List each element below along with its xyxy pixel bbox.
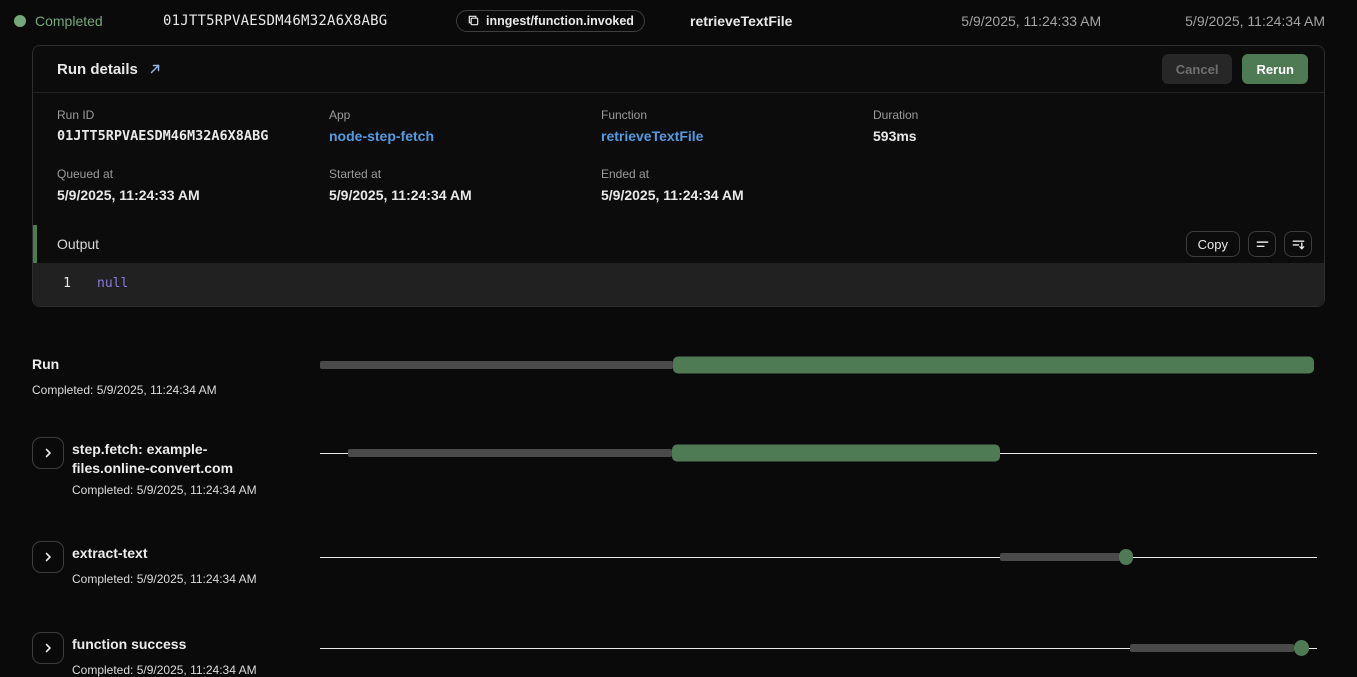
app-link[interactable]: node-step-fetch (329, 128, 434, 144)
timeline-step-label: extract-text (72, 545, 148, 561)
timeline-run-completed: Completed: 5/9/2025, 11:24:34 AM (32, 383, 217, 397)
function-name: retrieveTextFile (690, 13, 793, 29)
field-value: 5/9/2025, 11:24:34 AM (601, 187, 744, 203)
cancel-button[interactable]: Cancel (1161, 54, 1233, 84)
output-code-block: 1 null (33, 263, 1324, 306)
run-list-row: Completed 01JTT5RPVAESDM46M32A6X8ABG inn… (0, 0, 1357, 42)
field-run-id: Run ID 01JTT5RPVAESDM46M32A6X8ABG (57, 107, 329, 146)
run-details-fields: Run ID 01JTT5RPVAESDM46M32A6X8ABG App no… (33, 93, 1324, 225)
field-value: 01JTT5RPVAESDM46M32A6X8ABG (57, 128, 269, 144)
timeline-run-label: Run (32, 356, 60, 372)
field-label: App (329, 108, 351, 122)
expand-step-button[interactable] (32, 632, 64, 664)
output-section-header: Output Copy (33, 225, 1324, 263)
status-label: Completed (35, 13, 103, 29)
timeline-track (320, 632, 1317, 664)
code-text: null (97, 276, 129, 291)
field-label: Started at (329, 167, 382, 181)
field-label: Queued at (57, 167, 114, 181)
timeline-step-label: step.fetch: example-files.online-convert… (72, 441, 234, 476)
queued-duration-bar (999, 553, 1120, 561)
external-link-icon[interactable] (148, 62, 162, 76)
timeline-row-step-fetch: step.fetch: example-files.online-convert… (32, 437, 1317, 498)
timeline-baseline (320, 557, 1317, 558)
step-duration-bar (1294, 640, 1310, 656)
field-label: Ended at (601, 167, 650, 181)
event-badge-label: inngest/function.invoked (486, 13, 634, 28)
line-number: 1 (63, 276, 71, 291)
timeline-row-run: Run Completed: 5/9/2025, 11:24:34 AM (32, 355, 1317, 398)
started-timestamp: 5/9/2025, 11:24:34 AM (1185, 13, 1325, 29)
field-value: 5/9/2025, 11:24:34 AM (329, 187, 472, 203)
field-app: App node-step-fetch (329, 107, 601, 146)
code-line: 1 null (33, 275, 1324, 292)
field-ended-at: Ended at 5/9/2025, 11:24:34 AM (601, 166, 873, 205)
timeline-baseline (320, 648, 1317, 649)
panel-header: Run details Cancel Rerun (33, 46, 1324, 93)
run-duration-bar (672, 356, 1314, 374)
run-status: Completed (14, 13, 163, 29)
field-function: Function retrieveTextFile (601, 107, 873, 146)
copy-output-button[interactable]: Copy (1185, 231, 1240, 257)
timeline-step-completed: Completed: 5/9/2025, 11:24:34 AM (72, 663, 257, 677)
rerun-button[interactable]: Rerun (1242, 54, 1308, 84)
copy-icon (467, 14, 480, 27)
output-title: Output (57, 236, 100, 252)
field-started-at: Started at 5/9/2025, 11:24:34 AM (329, 166, 601, 205)
word-wrap-icon[interactable] (1248, 231, 1276, 257)
run-details-panel: Run details Cancel Rerun Run ID 01JTT5RP… (32, 45, 1325, 307)
step-duration-bar (1118, 549, 1133, 565)
timeline-step-label: function success (72, 636, 187, 652)
queued-duration-bar (347, 449, 672, 457)
field-value: 5/9/2025, 11:24:33 AM (57, 187, 200, 203)
timeline-row-extract-text: extract-text Completed: 5/9/2025, 11:24:… (32, 541, 1317, 587)
timeline-step-completed: Completed: 5/9/2025, 11:24:34 AM (72, 483, 257, 497)
timeline-track (320, 541, 1317, 573)
expand-step-button[interactable] (32, 437, 64, 469)
expand-step-button[interactable] (32, 541, 64, 573)
event-trigger-badge[interactable]: inngest/function.invoked (456, 9, 645, 32)
timeline-track (320, 355, 1317, 375)
step-duration-bar (671, 444, 1000, 462)
queued-duration-bar (1129, 644, 1295, 652)
field-label: Run ID (57, 108, 95, 122)
run-id: 01JTT5RPVAESDM46M32A6X8ABG (163, 13, 388, 29)
field-queued-at: Queued at 5/9/2025, 11:24:33 AM (57, 166, 329, 205)
field-label: Duration (873, 108, 919, 122)
field-value: 593ms (873, 128, 917, 144)
queued-duration-bar (320, 361, 673, 369)
scroll-to-bottom-icon[interactable] (1284, 231, 1312, 257)
timeline-track (320, 437, 1317, 469)
timeline-row-function-success: function success Completed: 5/9/2025, 11… (32, 632, 1317, 677)
field-label: Function (601, 108, 648, 122)
function-link[interactable]: retrieveTextFile (601, 128, 704, 144)
run-timeline: Run Completed: 5/9/2025, 11:24:34 AM ste… (0, 307, 1357, 677)
queued-timestamp: 5/9/2025, 11:24:33 AM (961, 13, 1102, 29)
status-dot-icon (14, 15, 26, 27)
field-duration: Duration 593ms (873, 107, 1300, 146)
timeline-step-completed: Completed: 5/9/2025, 11:24:34 AM (72, 572, 257, 586)
panel-title: Run details (57, 60, 138, 78)
